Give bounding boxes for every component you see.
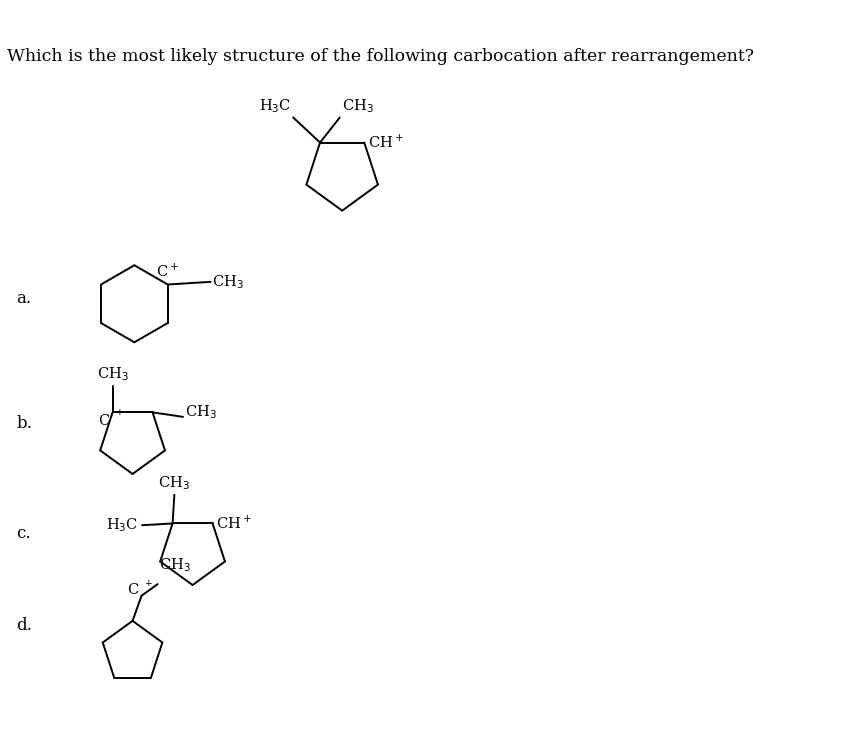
- Text: C$^+$: C$^+$: [156, 263, 180, 280]
- Text: $^+$: $^+$: [143, 579, 154, 592]
- Text: CH$_3$: CH$_3$: [159, 474, 190, 492]
- Text: H$_3$C: H$_3$C: [107, 516, 138, 534]
- Text: CH$_3$: CH$_3$: [342, 97, 374, 115]
- Text: CH$_3$: CH$_3$: [97, 365, 129, 383]
- Text: C: C: [128, 582, 139, 597]
- Text: b.: b.: [16, 415, 32, 432]
- Text: CH$^+$: CH$^+$: [368, 134, 404, 151]
- Text: C: C: [98, 414, 109, 428]
- Text: d.: d.: [16, 617, 32, 634]
- Text: CH$_3$: CH$_3$: [160, 556, 192, 574]
- Text: a.: a.: [16, 290, 31, 307]
- Text: c.: c.: [16, 525, 31, 542]
- Text: H$_3$C: H$_3$C: [259, 97, 291, 115]
- Text: $^+$: $^+$: [114, 409, 125, 422]
- Text: CH$_3$: CH$_3$: [212, 273, 244, 290]
- Text: Which is the most likely structure of the following carbocation after rearrangem: Which is the most likely structure of th…: [7, 47, 754, 64]
- Text: CH$^+$: CH$^+$: [216, 515, 252, 532]
- Text: CH$_3$: CH$_3$: [185, 404, 216, 421]
